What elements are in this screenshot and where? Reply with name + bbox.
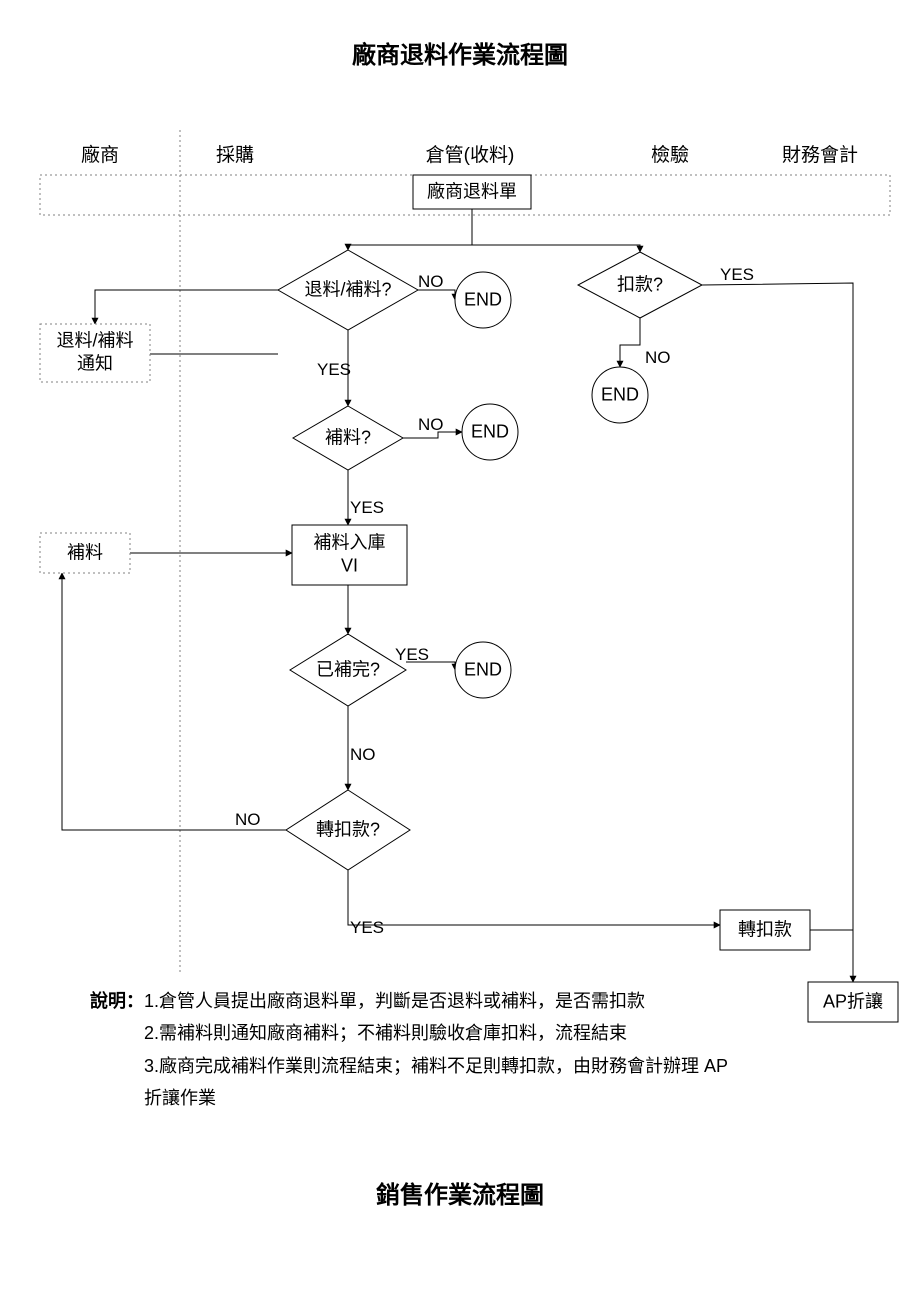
node-end2: END bbox=[601, 383, 639, 406]
edge-label-13: NO bbox=[235, 810, 261, 830]
edge-label-5: YES bbox=[720, 265, 754, 285]
node-end1: END bbox=[464, 288, 502, 311]
node-end3: END bbox=[471, 420, 509, 443]
node-d_deduct: 扣款? bbox=[617, 273, 663, 296]
node-d_supp: 補料? bbox=[325, 426, 371, 449]
desc-line-3: 3.廠商完成補料作業則流程結束；補料不足則轉扣款，由財務會計辦理 AP bbox=[144, 1050, 728, 1082]
lane-header-2: 倉管(收料) bbox=[426, 140, 515, 167]
desc-line-2: 2.需補料則通知廠商補料；不補料則驗收倉庫扣料，流程結束 bbox=[144, 1017, 627, 1049]
node-notify: 退料/補料 通知 bbox=[56, 330, 133, 377]
edge-label-14: YES bbox=[350, 918, 384, 938]
node-p_trans: 轉扣款 bbox=[738, 918, 792, 941]
edge-label-11: YES bbox=[395, 645, 429, 665]
node-d_done: 已補完? bbox=[316, 658, 380, 681]
desc-line-4: 折讓作業 bbox=[144, 1082, 216, 1114]
lane-header-4: 財務會計 bbox=[782, 140, 858, 167]
edge-label-3: YES bbox=[317, 360, 351, 380]
node-p_ap: AP折讓 bbox=[823, 990, 883, 1013]
lane-header-0: 廠商 bbox=[81, 140, 119, 167]
lane-header-1: 採購 bbox=[216, 140, 254, 167]
edge-label-12: NO bbox=[350, 745, 376, 765]
node-d_ret: 退料/補料? bbox=[304, 278, 391, 301]
lane-header-3: 檢驗 bbox=[651, 140, 689, 167]
node-d_trans: 轉扣款? bbox=[316, 818, 380, 841]
edge-label-7: NO bbox=[418, 415, 444, 435]
edge-label-2: NO bbox=[418, 272, 444, 292]
edge-label-6: NO bbox=[645, 348, 671, 368]
desc-line-1: 1.倉管人員提出廠商退料單，判斷是否退料或補料，是否需扣款 bbox=[144, 991, 645, 1011]
node-end4: END bbox=[464, 658, 502, 681]
edge-label-8: YES bbox=[350, 498, 384, 518]
page-title-2: 銷售作業流程圖 bbox=[0, 1175, 920, 1210]
node-supp: 補料 bbox=[67, 541, 103, 564]
desc-label: 說明： bbox=[90, 991, 144, 1011]
node-start: 廠商退料單 bbox=[427, 180, 517, 203]
description-block: 說明：1.倉管人員提出廠商退料單，判斷是否退料或補料，是否需扣款 2.需補料則通… bbox=[90, 985, 790, 1115]
node-p_vi: 補料入庫 VI bbox=[314, 532, 386, 579]
